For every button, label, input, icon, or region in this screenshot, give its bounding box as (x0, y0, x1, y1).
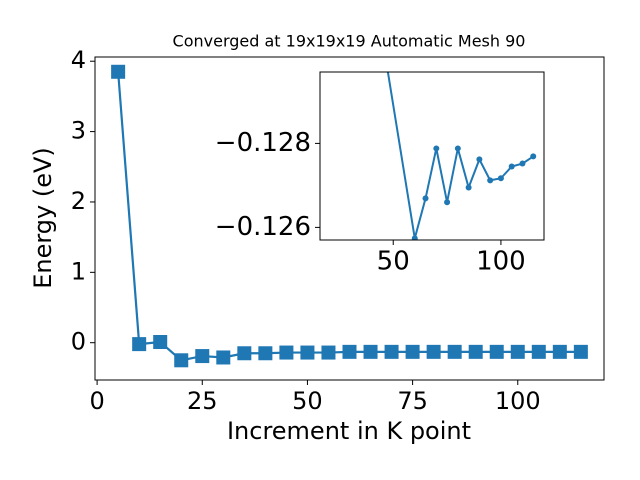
marker (530, 153, 537, 160)
marker (363, 344, 378, 359)
marker (573, 344, 588, 359)
y-tick-label: −0.126 (215, 212, 311, 242)
series-group (386, 72, 537, 240)
marker (510, 344, 525, 359)
plot-area (320, 72, 544, 240)
y-tick-label: 4 (71, 46, 86, 74)
marker (552, 344, 567, 359)
y-tick-label: 1 (71, 257, 86, 285)
marker (468, 344, 483, 359)
marker (433, 145, 440, 152)
y-tick-label: 3 (71, 117, 86, 145)
plot-frame (94, 56, 605, 381)
marker (384, 344, 399, 359)
marker (405, 344, 420, 359)
x-tick-label: 100 (495, 387, 541, 415)
marker (300, 345, 315, 360)
y-axis-label: Energy (eV) (29, 147, 57, 289)
marker (489, 344, 504, 359)
marker (487, 177, 494, 184)
marker (454, 145, 461, 152)
x-tick-label: 50 (292, 387, 323, 415)
x-tick-label: 75 (397, 387, 428, 415)
marker (444, 199, 451, 206)
marker (174, 353, 189, 368)
y-tick-label: −0.128 (215, 128, 311, 158)
marker (508, 163, 515, 170)
marker (153, 335, 168, 349)
marker (321, 345, 336, 360)
marker (279, 345, 294, 360)
marker (465, 184, 472, 191)
marker (476, 156, 483, 163)
x-tick-label: 25 (187, 387, 218, 415)
marker (195, 349, 210, 364)
marker (497, 175, 504, 182)
chart-title: Converged at 19x19x19 Automatic Mesh 90 (173, 32, 526, 51)
plot-frame (319, 71, 545, 241)
marker (447, 344, 462, 359)
marker (426, 344, 441, 359)
marker (422, 195, 429, 202)
marker (132, 337, 147, 352)
marker (342, 344, 357, 359)
x-axis-label: Increment in K point (227, 417, 471, 445)
y-tick-label: 2 (71, 187, 86, 215)
marker (519, 160, 526, 167)
x-tick-label: 100 (476, 247, 526, 277)
marker (531, 344, 546, 359)
y-tick-label: 0 (71, 328, 86, 356)
marker (258, 346, 273, 361)
x-tick-label: 50 (377, 247, 410, 277)
x-tick-label: 0 (89, 387, 104, 415)
marker (237, 346, 252, 361)
series-group (111, 64, 588, 368)
marker (111, 64, 126, 79)
marker (411, 235, 418, 240)
marker (216, 350, 231, 365)
